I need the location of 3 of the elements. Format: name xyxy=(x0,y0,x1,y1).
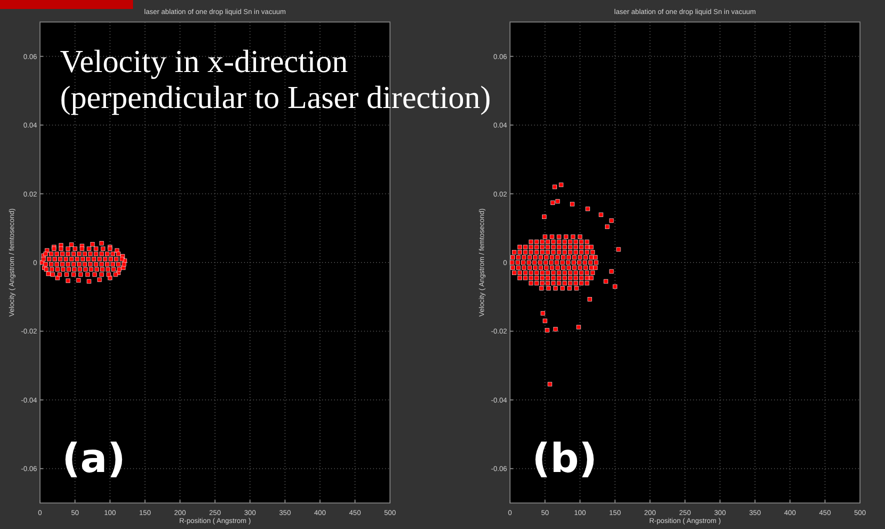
annotation: (b) xyxy=(532,436,598,482)
annotation: Velocity in x-direction (perpendicular to Laser direction) xyxy=(60,43,491,115)
annotation: (a) xyxy=(62,436,126,482)
